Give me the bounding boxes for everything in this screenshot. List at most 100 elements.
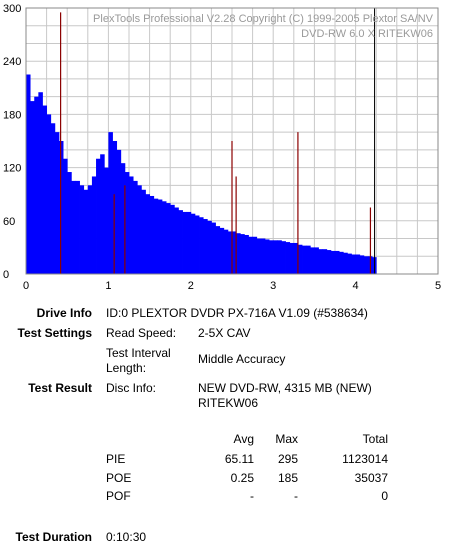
pie-bar	[96, 158, 101, 274]
row-pof-total: 0	[381, 489, 388, 503]
pie-bar	[149, 195, 155, 274]
pie-bar	[141, 189, 146, 274]
pie-bar	[335, 250, 340, 274]
pie-bar	[174, 207, 179, 274]
x-tick-label: 4	[353, 280, 359, 292]
pie-bar	[277, 240, 282, 274]
pie-bar	[194, 215, 200, 274]
watermark-line-1: PlexTools Professional V2.28 Copyright (…	[93, 13, 434, 25]
pie-bar	[359, 255, 365, 274]
pie-bar	[314, 247, 319, 274]
interval-label-1: Test Interval	[106, 346, 171, 360]
pie-bar	[322, 249, 328, 274]
watermark-line-2: DVD-RW 6.0 X RITEKW06	[301, 28, 433, 40]
pie-bar	[285, 242, 291, 274]
pie-bar	[236, 233, 241, 274]
pie-bar	[79, 185, 85, 274]
pie-bar	[293, 242, 299, 274]
pie-bar	[67, 172, 72, 274]
interval-label-2: Length:	[106, 361, 147, 375]
pie-bar	[133, 180, 138, 274]
pie-bar	[63, 158, 68, 274]
pie-bar	[54, 132, 60, 274]
row-pof-avg: -	[250, 489, 254, 503]
row-poe-max: 185	[277, 471, 298, 485]
pie-bar	[157, 199, 163, 274]
pie-bar	[351, 254, 356, 274]
pie-bar	[145, 194, 150, 274]
y-tick-label: 60	[3, 216, 15, 228]
pie-bar	[137, 185, 142, 274]
pie-bar	[30, 101, 35, 274]
pie-bar	[207, 220, 212, 274]
pie-bar	[339, 251, 344, 274]
pie-bar	[302, 245, 307, 274]
row-pie-avg: 65.11	[224, 452, 254, 466]
pie-bar	[227, 231, 233, 274]
pie-bar	[75, 180, 80, 274]
pie-bar	[186, 211, 192, 274]
pie-bar	[46, 114, 52, 275]
row-poe-avg: 0.25	[230, 471, 254, 485]
test-result-label: Test Result	[28, 381, 92, 395]
row-pof-max: -	[294, 489, 298, 503]
results-header-max: Max	[275, 432, 298, 446]
pie-series	[26, 74, 377, 275]
x-tick-label: 2	[188, 280, 194, 292]
pie-bar	[26, 74, 31, 274]
pie-bar	[38, 92, 43, 274]
plot-frame	[25, 7, 439, 275]
pie-bar	[153, 198, 159, 274]
pie-bar	[161, 201, 167, 274]
pie-bar	[223, 229, 229, 274]
x-axis-ticks: 0 1 2 3 4 5	[23, 280, 441, 292]
pie-bar	[50, 123, 56, 275]
drive-info-value: ID:0 PLEXTOR DVDR PX-716A V1.09 (#538634…	[106, 306, 368, 320]
pie-bar	[166, 203, 171, 274]
pie-bar	[363, 256, 369, 274]
y-tick-label: 240	[3, 56, 21, 68]
pie-bar	[108, 132, 113, 274]
read-speed-value: 2-5X CAV	[198, 326, 251, 340]
pie-bar	[58, 141, 64, 274]
test-duration-label: Test Duration	[15, 530, 92, 544]
pie-bar	[116, 149, 122, 274]
pie-chart: PlexTools Professional V2.28 Copyright (…	[3, 3, 441, 292]
y-tick-label: 120	[3, 163, 21, 175]
pie-bar	[330, 250, 336, 274]
pie-bar	[252, 236, 258, 274]
pie-bar	[190, 213, 196, 274]
pie-bar	[355, 254, 361, 274]
pie-bar	[219, 227, 225, 274]
y-tick-label: 180	[3, 109, 21, 121]
row-pie-total: 1123014	[342, 452, 388, 466]
pie-bar	[289, 242, 295, 274]
x-tick-label: 1	[105, 280, 111, 292]
results-header-total: Total	[362, 432, 388, 446]
pie-bar	[297, 244, 303, 274]
pie-bar	[347, 253, 352, 274]
pie-bar	[264, 239, 270, 274]
pie-bar	[129, 176, 134, 274]
pie-bar	[326, 250, 332, 274]
row-poe-total: 35037	[354, 471, 388, 485]
x-tick-label: 0	[23, 280, 29, 292]
pie-bar	[112, 141, 118, 274]
pie-bar	[248, 236, 253, 274]
pie-bar	[211, 222, 216, 274]
row-pie-name: PIE	[106, 452, 126, 466]
interval-value: Middle Accuracy	[198, 352, 286, 366]
pie-bar	[182, 211, 188, 274]
row-poe-name: POE	[106, 471, 132, 485]
y-axis-ticks: 300 240 180 120 60 0	[3, 3, 21, 281]
pie-bar	[281, 241, 286, 274]
pie-max-series	[60, 12, 372, 274]
pie-bar	[269, 240, 274, 274]
pie-bar	[170, 204, 175, 274]
pie-bar	[310, 247, 315, 274]
y-tick-label: 300	[3, 3, 21, 15]
test-settings-label: Test Settings	[17, 326, 92, 340]
pie-bar	[87, 185, 93, 274]
results-header-avg: Avg	[233, 432, 254, 446]
test-duration-value: 0:10:30	[106, 530, 147, 544]
